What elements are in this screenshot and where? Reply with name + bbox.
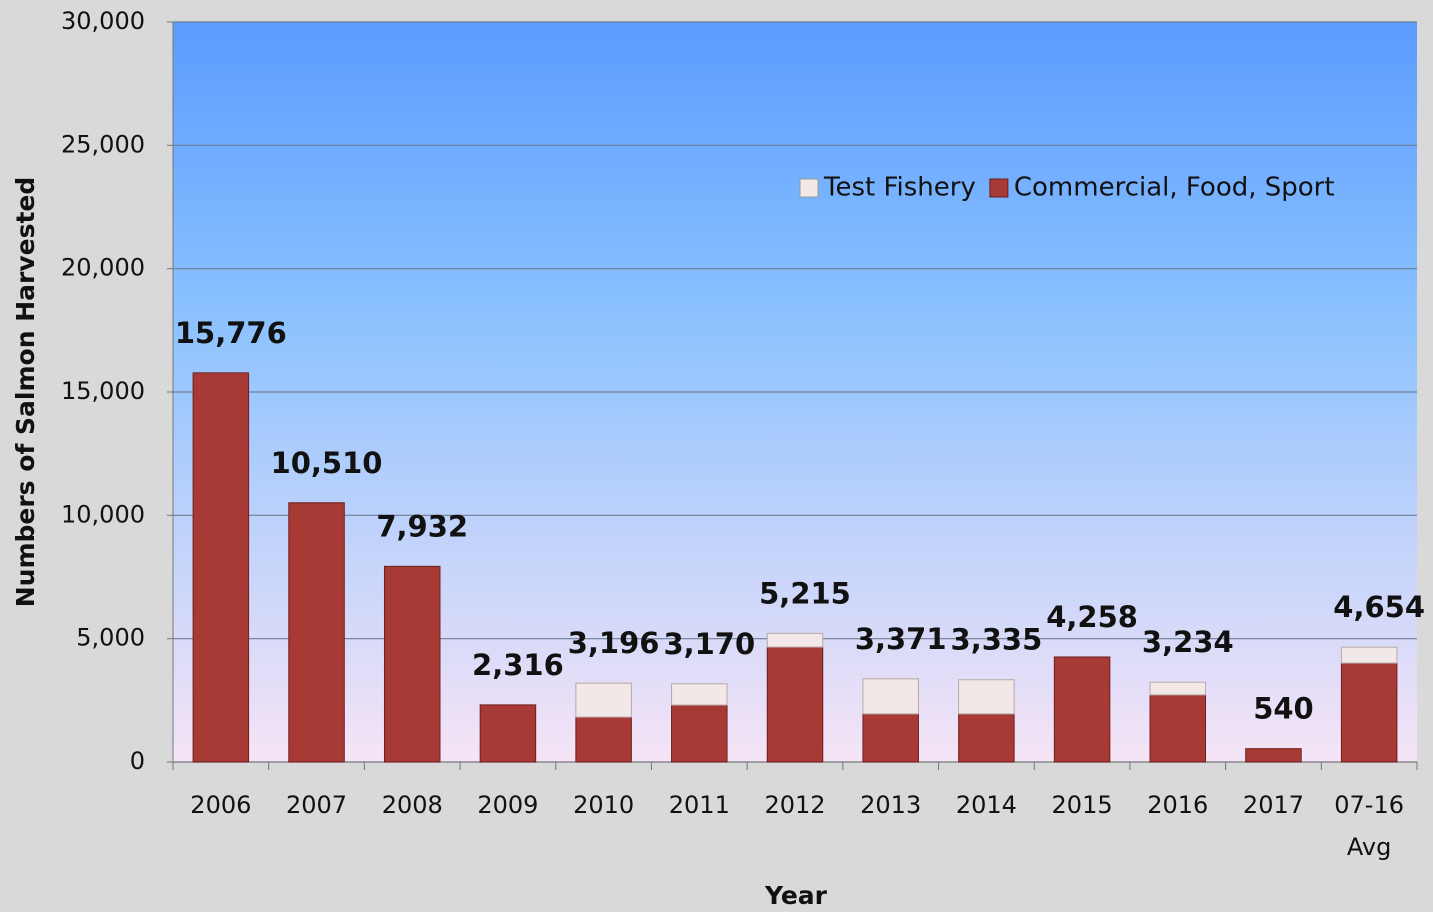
x-tick-label: 2007 [286,791,347,819]
x-tick-label: 2011 [669,791,730,819]
total-label: 4,258 [1046,600,1138,634]
bar-segment [1340,662,1398,763]
bar-segment [671,683,728,706]
total-label: 3,335 [951,623,1043,657]
bar-segment [575,716,632,763]
bar-segment [958,679,1015,715]
bar-segment [862,713,919,763]
x-tick-label: 2012 [764,791,825,819]
y-tick-label: 10,000 [61,500,145,528]
x-tick-label: 2014 [956,791,1017,819]
total-label: 3,196 [568,626,660,660]
legend-swatch [799,178,819,198]
bar-segment [479,704,537,763]
y-tick-label: 15,000 [61,377,145,405]
x-axis-title: Year [764,881,828,910]
bar-segment [1149,681,1207,696]
x-tick-label: 2009 [477,791,538,819]
x-tick-label: 2010 [573,791,634,819]
y-tick-label: 0 [130,747,145,775]
y-tick-label: 5,000 [76,624,145,652]
bar-segment [766,632,824,648]
x-tick-label: 07-16 Avg [1334,791,1404,861]
bar-segment [1053,656,1111,763]
bar-segment [1340,646,1398,664]
x-tick-label: 2017 [1243,791,1304,819]
y-tick-label: 20,000 [61,254,145,282]
legend-label: Commercial, Food, Sport [1014,173,1335,203]
bar-segment [862,678,919,715]
bar-segment [575,682,632,718]
total-label: 3,371 [855,622,947,656]
bar-segment [383,565,441,763]
bar-segment [766,646,824,763]
bar-segment [958,713,1015,763]
y-tick-label: 25,000 [61,130,145,158]
bar-segment [671,704,728,763]
total-label: 3,170 [663,627,755,661]
total-label: 10,510 [271,446,383,480]
bar-segment [1149,694,1207,763]
total-label: 15,776 [175,316,287,350]
total-label: 3,234 [1142,625,1234,659]
x-tick-label: 2015 [1052,791,1113,819]
x-tick-label: 2016 [1147,791,1208,819]
bar-segment [288,502,345,763]
total-label: 7,932 [376,509,468,543]
legend-label: Test Fishery [823,173,976,203]
bar-segment [192,372,250,763]
y-tick-label: 30,000 [61,7,145,35]
x-tick-label: 2008 [382,791,443,819]
total-label: 4,654 [1333,590,1425,624]
total-label: 5,215 [759,576,851,610]
y-axis-title: Numbers of Salmon Harvested [11,177,40,608]
x-tick-label: 2013 [860,791,921,819]
total-label: 2,316 [472,648,564,682]
legend-swatch [989,178,1009,198]
bar-segment [1245,748,1302,763]
total-label: 540 [1253,692,1314,726]
x-tick-label: 2006 [190,791,251,819]
